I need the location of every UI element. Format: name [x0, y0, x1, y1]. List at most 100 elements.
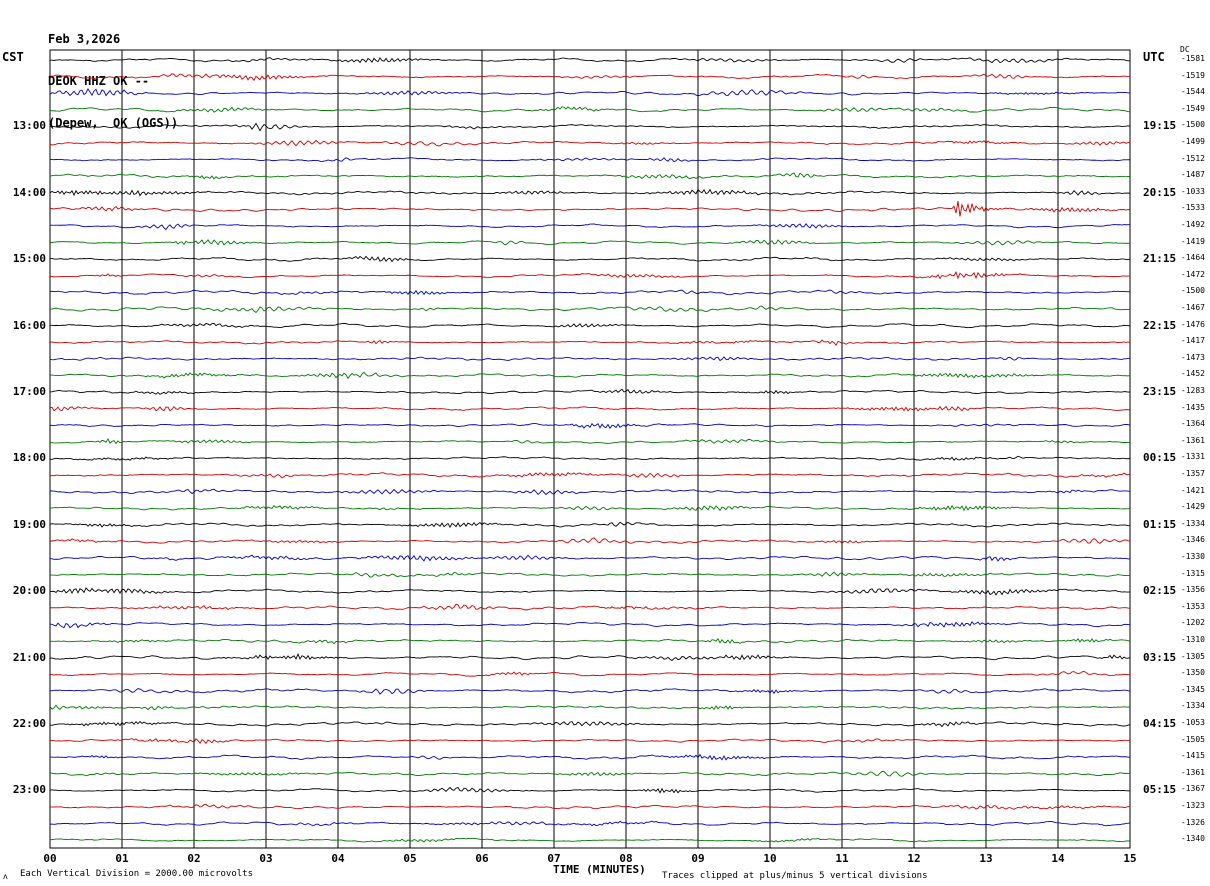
dc-value: -1356 — [1180, 585, 1205, 595]
trace-row-27 — [49, 504, 1131, 512]
trace-row-0 — [49, 56, 1130, 64]
trace-row-23 — [49, 437, 1131, 445]
dc-value: -1505 — [1180, 734, 1205, 744]
trace-row-43 — [49, 770, 1131, 777]
x-tick-label: 09 — [691, 852, 705, 865]
trace-row-22 — [49, 422, 1131, 430]
trace-row-31 — [49, 571, 1131, 578]
dc-value: -1033 — [1180, 186, 1205, 196]
trace-row-2 — [49, 87, 1131, 97]
trace-row-7 — [49, 172, 1131, 180]
dc-value: -1464 — [1180, 253, 1205, 263]
x-axis-title: TIME (MINUTES) — [553, 863, 646, 876]
cst-label: 23:00 — [12, 783, 46, 797]
cst-label: 16:00 — [12, 318, 46, 332]
dc-value: -1331 — [1180, 452, 1205, 462]
dc-value: -1361 — [1180, 767, 1205, 777]
trace-row-4 — [49, 122, 1131, 132]
cst-label: 21:00 — [12, 650, 46, 664]
dc-value: -1421 — [1180, 485, 1205, 495]
utc-label: 19:15 — [1143, 119, 1177, 133]
dc-value: -1323 — [1180, 801, 1205, 810]
trace-row-33 — [49, 603, 1131, 611]
corner-mark: ʌ — [3, 872, 8, 881]
dc-value: -1473 — [1180, 352, 1205, 362]
title-location: (Depew, OK (OGS)) — [48, 116, 179, 130]
dc-value: -1499 — [1180, 137, 1205, 146]
x-tick-label: 02 — [187, 852, 201, 865]
utc-label: 04:15 — [1143, 717, 1177, 730]
x-tick-label: 12 — [907, 852, 921, 865]
dc-value: -1310 — [1180, 635, 1205, 644]
trace-row-47 — [49, 837, 1131, 843]
dc-value: -1334 — [1180, 518, 1205, 528]
x-tick-label: 15 — [1123, 852, 1137, 865]
dc-value: -1415 — [1180, 751, 1205, 761]
dc-value: -1350 — [1180, 668, 1205, 678]
utc-label: 00:15 — [1143, 451, 1177, 465]
x-tick-label: 05 — [403, 852, 417, 865]
trace-row-24 — [49, 455, 1131, 461]
dc-value: -1364 — [1180, 419, 1205, 429]
dc-value: -1487 — [1180, 170, 1205, 180]
dc-value: -1367 — [1180, 784, 1205, 794]
dc-value: -1512 — [1180, 153, 1205, 163]
utc-label: 03:15 — [1143, 650, 1177, 664]
dc-column-header: DC — [1180, 45, 1190, 54]
dc-value: -1500 — [1180, 286, 1205, 296]
dc-value: -1435 — [1180, 402, 1205, 412]
x-tick-label: 13 — [979, 852, 993, 865]
utc-label: 23:15 — [1143, 385, 1177, 398]
trace-row-40 — [49, 720, 1131, 728]
trace-row-5 — [49, 139, 1131, 147]
cst-label: 19:00 — [12, 517, 46, 531]
dc-value: -1202 — [1180, 618, 1205, 628]
trace-row-46 — [49, 820, 1131, 827]
dc-value: -1305 — [1180, 651, 1205, 661]
utc-label: 20:15 — [1143, 185, 1177, 199]
right-axis-header: UTC — [1143, 50, 1165, 64]
dc-value: -1346 — [1180, 535, 1205, 545]
utc-label: 22:15 — [1143, 318, 1177, 332]
trace-row-41 — [49, 738, 1131, 745]
x-tick-label: 00 — [43, 852, 57, 865]
trace-row-17 — [49, 339, 1131, 346]
trace-row-8 — [49, 188, 1131, 197]
trace-row-37 — [49, 670, 1130, 677]
utc-label: 02:15 — [1143, 584, 1177, 598]
trace-row-45 — [49, 803, 1131, 810]
trace-row-32 — [49, 587, 1131, 596]
x-tick-label: 08 — [619, 852, 633, 865]
trace-row-39 — [49, 704, 1131, 711]
dc-value: -1353 — [1180, 601, 1205, 611]
trace-row-19 — [49, 371, 1131, 380]
trace-row-28 — [49, 521, 1131, 528]
trace-row-13 — [49, 270, 1130, 280]
x-tick-label: 03 — [259, 852, 273, 865]
cst-label: 17:00 — [12, 385, 46, 398]
trace-row-30 — [49, 554, 1131, 562]
dc-value: -1053 — [1180, 718, 1205, 727]
dc-value: -1533 — [1180, 203, 1205, 213]
cst-label: 15:00 — [12, 252, 46, 266]
trace-row-16 — [49, 322, 1131, 329]
dc-value: -1419 — [1180, 236, 1205, 246]
x-tick-label: 04 — [331, 852, 345, 865]
dc-value: -1417 — [1180, 336, 1205, 346]
utc-label: 05:15 — [1143, 783, 1177, 797]
dc-value: -1519 — [1180, 70, 1205, 80]
dc-value: -1283 — [1180, 386, 1205, 395]
footer-clip-note: Traces clipped at plus/minus 5 vertical … — [662, 871, 928, 881]
trace-row-18 — [49, 356, 1131, 362]
dc-value: -1472 — [1180, 269, 1205, 279]
trace-row-38 — [49, 688, 1131, 695]
left-axis-header: CST — [2, 50, 24, 64]
x-tick-label: 01 — [115, 852, 129, 865]
trace-row-9 — [49, 200, 1131, 217]
x-tick-label: 10 — [763, 852, 777, 865]
footer-scale-note: Each Vertical Division = 2000.00 microvo… — [20, 869, 253, 879]
dc-value: -1429 — [1180, 502, 1205, 512]
trace-row-34 — [49, 620, 1131, 629]
trace-row-6 — [49, 157, 1131, 163]
dc-value: -1581 — [1180, 54, 1205, 63]
